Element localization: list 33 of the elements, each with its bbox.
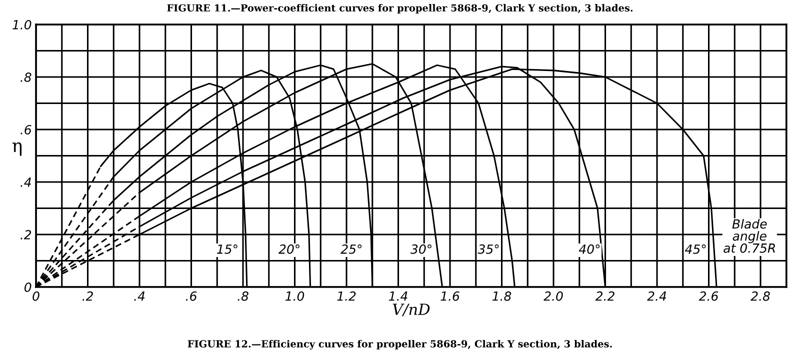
x-tick-label: .6: [186, 291, 197, 301]
x-tick-label: 0: [32, 291, 40, 301]
y-axis-title: η: [12, 142, 22, 156]
annotation: 20°: [278, 244, 300, 254]
x-tick-label: .8: [238, 291, 248, 301]
annotation: 25°: [340, 244, 362, 254]
x-tick-label: .2: [82, 291, 93, 301]
y-tick-label: .8: [20, 72, 32, 82]
annotation: 40°: [578, 244, 600, 254]
annotation: 35°: [478, 244, 499, 254]
x-tick-label: 1.6: [440, 291, 460, 301]
x-tick-label: .4: [134, 292, 145, 301]
annotation: 15°: [217, 244, 238, 254]
caption: FIGURE 11.—Power-coefficient curves for propeller 5868-9, Clark Y section, 3 blades.: [167, 4, 633, 14]
x-tick-label: 2.6: [698, 291, 718, 301]
y-tick-label: 0: [24, 282, 32, 292]
x-axis-title: V/nD: [392, 304, 430, 316]
caption: FIGURE 12.—Efficiency curves for propeller 5868-9, Clark Y section, 3 blades.: [188, 340, 612, 350]
x-tick-label: 1.8: [492, 291, 512, 301]
y-tick-label: .4: [20, 178, 31, 187]
x-tick-label: 1.2: [337, 291, 356, 301]
x-tick-label: 2.0: [544, 291, 563, 301]
x-tick-label: 2.4: [647, 291, 666, 301]
x-tick-label: 1.4: [388, 292, 408, 301]
x-tick-label: 1.0: [285, 291, 304, 301]
y-tick-label: .6: [20, 124, 32, 134]
annotation: Blade angle at 0.75R: [724, 218, 775, 253]
y-tick-label: 1.0: [12, 20, 32, 30]
x-tick-label: 2.8: [750, 291, 770, 301]
annotation: 30°: [410, 244, 432, 254]
y-tick-label: .2: [20, 230, 32, 240]
x-tick-label: 2.2: [595, 291, 614, 301]
annotation: 45°: [684, 244, 706, 254]
